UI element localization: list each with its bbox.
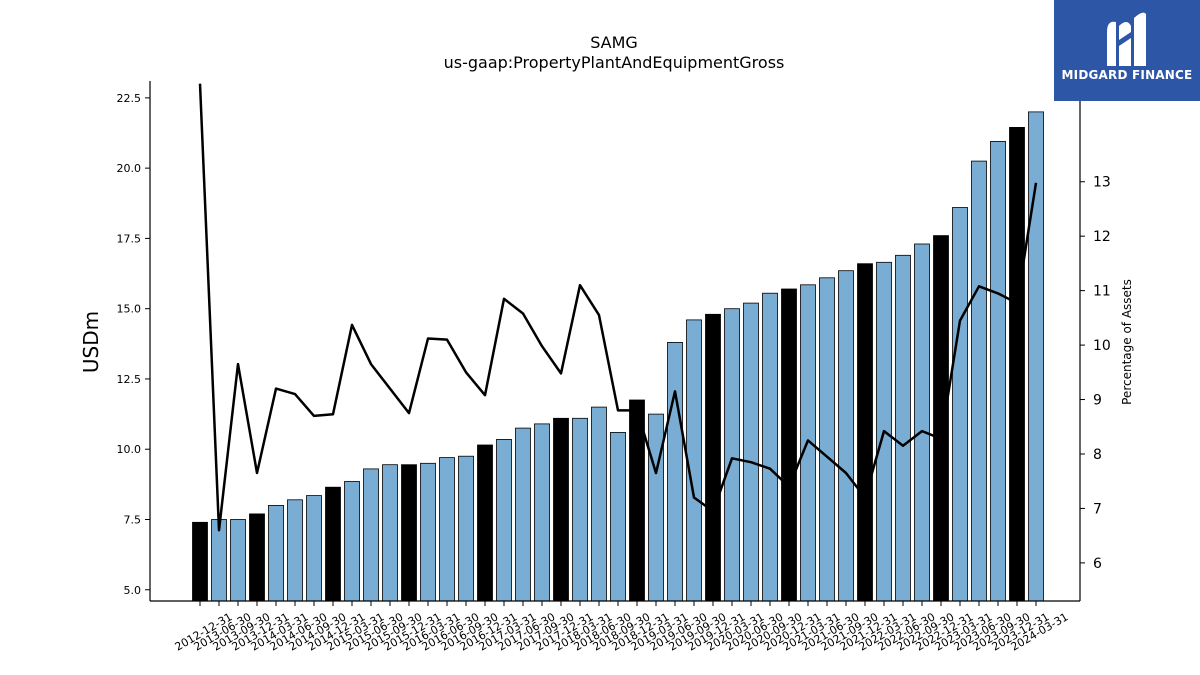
bar bbox=[819, 277, 835, 602]
bar bbox=[781, 288, 797, 602]
bar bbox=[458, 455, 474, 602]
bar bbox=[686, 319, 702, 602]
y2-tick-label: 8 bbox=[1093, 447, 1102, 463]
bar bbox=[515, 427, 531, 602]
y-tick-label: 7.5 bbox=[124, 513, 142, 526]
y-tick-label: 10.0 bbox=[117, 443, 142, 456]
y2-tick-label: 9 bbox=[1093, 393, 1102, 409]
bar bbox=[420, 462, 436, 602]
y2-tick-label: 7 bbox=[1093, 501, 1102, 517]
bar bbox=[363, 468, 379, 602]
axes-layer: 5.0 7.5 10.0 12.5 15.0 17.5 20.0 22.5 6 7 8 9 10 11 12… bbox=[117, 81, 1111, 654]
chart-subtitle: us-gaap:PropertyPlantAndEquipmentGross bbox=[444, 53, 785, 72]
logo-mark-icon bbox=[1107, 12, 1146, 67]
bar bbox=[268, 504, 284, 602]
chart-title: SAMG bbox=[590, 33, 638, 52]
logo-text: MIDGARD FINANCE bbox=[1061, 68, 1193, 82]
y2-tick-label: 11 bbox=[1093, 284, 1111, 300]
bar bbox=[192, 521, 208, 602]
pct-line-layer bbox=[198, 83, 1038, 532]
bar bbox=[591, 406, 607, 602]
bar bbox=[306, 495, 322, 602]
bar bbox=[211, 519, 227, 602]
bar bbox=[553, 417, 569, 602]
bar bbox=[344, 481, 360, 602]
bar bbox=[648, 413, 664, 602]
bar bbox=[857, 263, 873, 602]
y2-tick-label: 13 bbox=[1093, 175, 1111, 191]
y-tick-label: 5.0 bbox=[124, 584, 142, 597]
bar bbox=[249, 513, 265, 602]
bars-layer bbox=[192, 111, 1044, 602]
bar bbox=[401, 464, 417, 602]
bar bbox=[325, 486, 341, 602]
bar bbox=[952, 207, 968, 602]
bar bbox=[382, 464, 398, 602]
bar bbox=[762, 292, 778, 602]
bar bbox=[610, 431, 626, 602]
y-tick-label: 12.5 bbox=[117, 373, 142, 386]
pct-of-assets-line bbox=[198, 83, 1038, 532]
y-tick-label: 17.5 bbox=[117, 232, 142, 245]
bar bbox=[667, 341, 683, 602]
bar bbox=[534, 423, 550, 602]
bar bbox=[572, 417, 588, 602]
y2-tick-label: 12 bbox=[1093, 229, 1111, 245]
bar bbox=[496, 438, 512, 602]
bar bbox=[230, 519, 246, 602]
bar bbox=[971, 160, 987, 602]
bar bbox=[933, 235, 949, 602]
y-tick-label: 15.0 bbox=[117, 303, 142, 316]
bar bbox=[439, 457, 455, 602]
y2-tick-label: 10 bbox=[1093, 338, 1111, 354]
bar bbox=[743, 302, 759, 602]
bar bbox=[705, 313, 721, 602]
y2-tick-label: 6 bbox=[1093, 556, 1102, 572]
midgard-finance-logo: MIDGARD FINANCE bbox=[1054, 0, 1200, 101]
bar bbox=[477, 444, 493, 602]
bar bbox=[287, 499, 303, 602]
bar bbox=[990, 140, 1006, 602]
bar bbox=[838, 270, 854, 602]
y2-axis-label: Percentage of Assets bbox=[1120, 279, 1134, 405]
y-tick-label: 22.5 bbox=[117, 92, 142, 105]
y-tick-label: 20.0 bbox=[117, 162, 142, 175]
bar bbox=[1009, 127, 1025, 602]
bar bbox=[914, 243, 930, 602]
y-axis-label: USDm bbox=[79, 311, 103, 373]
bar bbox=[724, 308, 740, 602]
bar bbox=[895, 254, 911, 602]
